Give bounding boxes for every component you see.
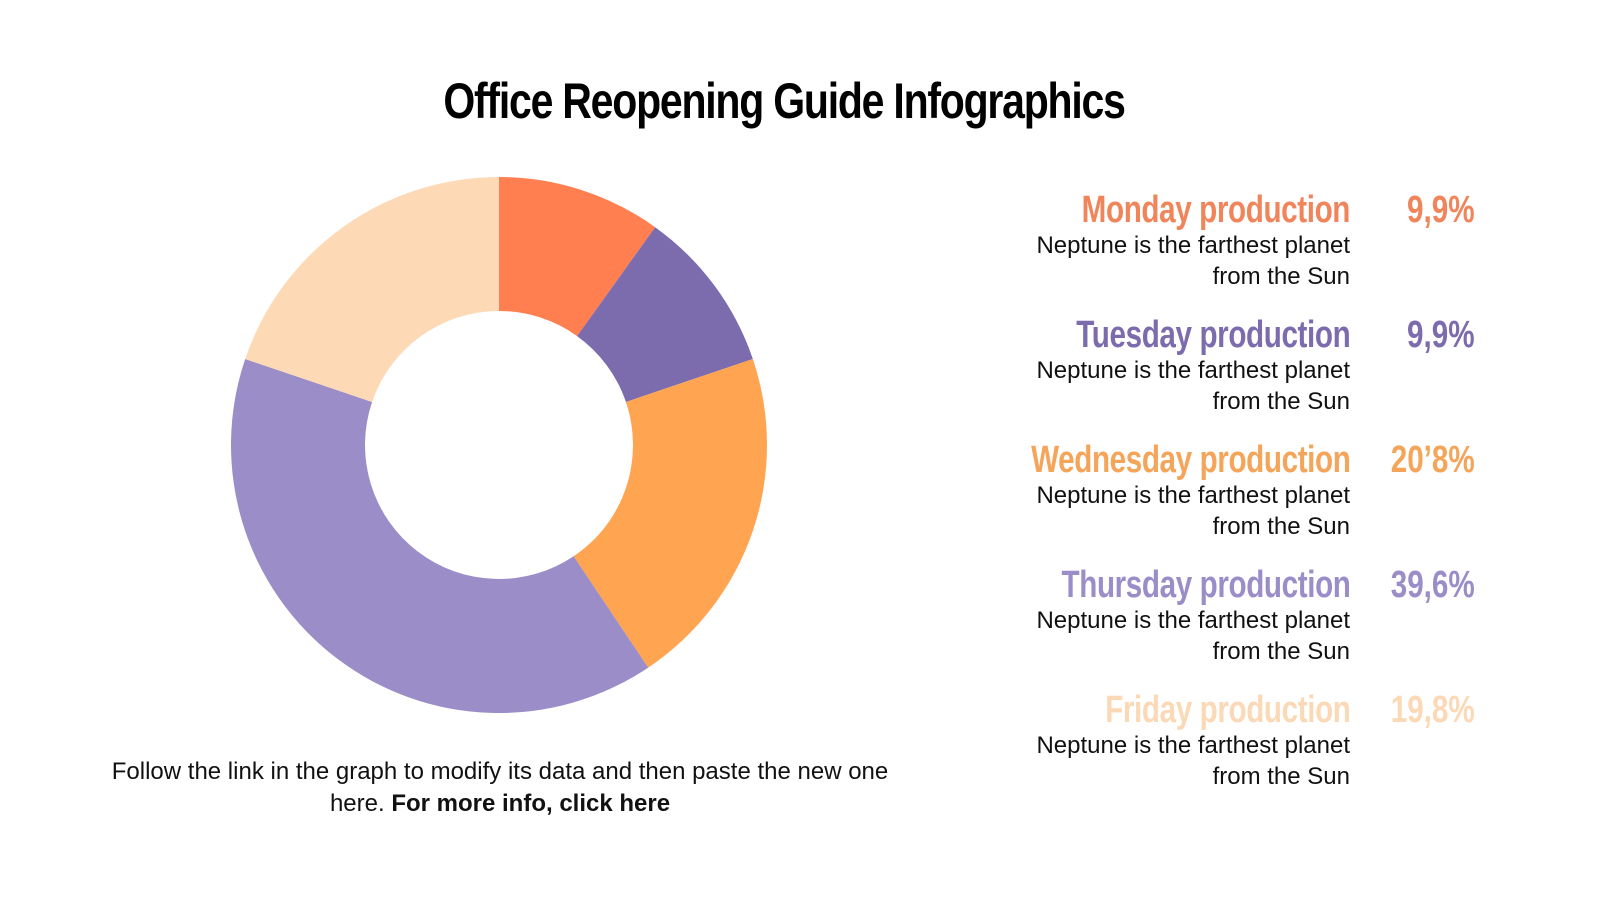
legend-item-monday: Monday production 9,9% Neptune is the fa… xyxy=(960,188,1480,313)
donut-slice-tuesday[interactable] xyxy=(577,227,753,402)
legend-item-friday: Friday production 19,8% Neptune is the f… xyxy=(960,688,1480,813)
legend-percent: 19,8% xyxy=(1390,689,1475,731)
legend-percent: 9,9% xyxy=(1407,189,1475,231)
legend-description: Neptune is the farthest planet from the … xyxy=(1036,732,1350,790)
donut-slice-wednesday[interactable] xyxy=(573,358,767,668)
legend: Monday production 9,9% Neptune is the fa… xyxy=(960,188,1480,813)
legend-description: Neptune is the farthest planet from the … xyxy=(1036,482,1350,540)
legend-description: Neptune is the farthest planet from the … xyxy=(1036,232,1350,290)
donut-slice-thursday[interactable] xyxy=(231,358,649,714)
legend-percent: 20’8% xyxy=(1390,439,1475,481)
legend-description: Neptune is the farthest planet from the … xyxy=(1036,357,1350,415)
legend-percent: 9,9% xyxy=(1407,314,1475,356)
legend-label: Wednesday production xyxy=(1030,439,1351,481)
more-info-link[interactable]: For more info, click here xyxy=(391,790,671,817)
donut-chart[interactable] xyxy=(230,176,768,714)
chart-caption: Follow the link in the graph to modify i… xyxy=(90,756,910,820)
legend-label: Thursday production xyxy=(1061,564,1350,606)
legend-description: Neptune is the farthest planet from the … xyxy=(1036,607,1350,665)
caption-text: Follow the link in the graph to modify i… xyxy=(111,758,889,817)
legend-label: Monday production xyxy=(1081,189,1351,231)
legend-item-wednesday: Wednesday production 20’8% Neptune is th… xyxy=(960,438,1480,563)
legend-item-tuesday: Tuesday production 9,9% Neptune is the f… xyxy=(960,313,1480,438)
page-title: Office Reopening Guide Infographics xyxy=(443,73,1126,129)
donut-slice-friday[interactable] xyxy=(245,177,499,402)
donut-slice-monday[interactable] xyxy=(499,177,656,337)
legend-percent: 39,6% xyxy=(1390,564,1475,606)
legend-label: Friday production xyxy=(1104,689,1351,731)
legend-label: Tuesday production xyxy=(1075,314,1350,356)
legend-item-thursday: Thursday production 39,6% Neptune is the… xyxy=(960,563,1480,688)
